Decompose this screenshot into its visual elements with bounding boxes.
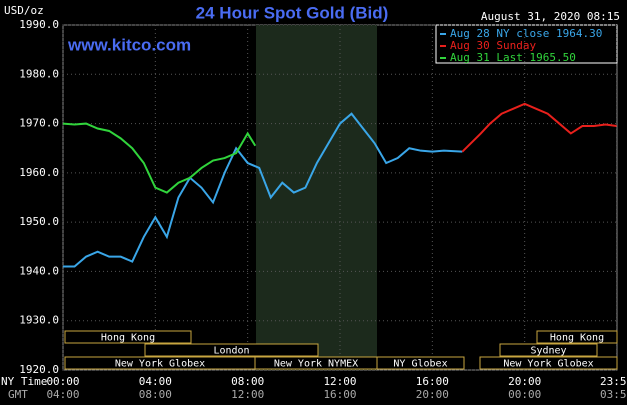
price-line	[63, 112, 463, 268]
session-label: Hong Kong	[550, 333, 604, 344]
gmt-tick-label: 04:00	[46, 388, 79, 401]
legend-label: Aug 28 NY close 1964.30	[450, 27, 602, 40]
session-box	[536, 330, 618, 344]
y-tick-label: 1950.0	[19, 215, 59, 228]
y-tick-label: 1940.0	[19, 264, 59, 277]
x-tick-label: 23:59	[600, 375, 627, 388]
gmt-tick-label: 03:59	[600, 388, 627, 401]
y-tick-label: 1980.0	[19, 67, 59, 80]
y-tick-label: 1930.0	[19, 314, 59, 327]
y-tick-label: 1990.0	[19, 18, 59, 31]
date: August 31, 2020 08:15	[481, 10, 620, 23]
x-tick-label: 20:00	[508, 375, 541, 388]
session-box	[479, 356, 618, 370]
price-line	[62, 122, 257, 194]
session-box	[64, 330, 192, 344]
x-label-gmt: GMT	[8, 388, 28, 401]
y-tick-label: 1920.0	[19, 363, 59, 376]
y-tick-label: 1960.0	[19, 166, 59, 179]
chart-title: 24 Hour Spot Gold (Bid)	[196, 3, 389, 22]
y-tick-label: 1970.0	[19, 117, 59, 130]
gmt-tick-label: 16:00	[323, 388, 356, 401]
x-tick-label: 04:00	[139, 375, 172, 388]
session-label: Sydney	[530, 346, 566, 357]
session-box	[376, 356, 465, 370]
x-tick-label: 12:00	[323, 375, 356, 388]
legend-label: Aug 30 Sunday	[450, 39, 536, 52]
website: www.kitco.com	[67, 35, 191, 54]
gmt-tick-label: 12:00	[231, 388, 264, 401]
session-label: Hong Kong	[101, 333, 155, 344]
x-tick-label: 00:00	[46, 375, 79, 388]
session-box	[499, 343, 598, 357]
x-label-ny: NY Time	[1, 375, 47, 388]
legend-label: Aug 31 Last 1965.50	[450, 51, 576, 64]
session-shade	[256, 25, 377, 370]
price-line	[461, 102, 617, 153]
x-tick-label: 16:00	[416, 375, 449, 388]
session-label: London	[213, 346, 249, 357]
session-label: NY Globex	[393, 359, 447, 370]
session-label: New York NYMEX	[274, 359, 358, 370]
session-label: New York Globex	[115, 359, 205, 370]
legend-box	[435, 24, 618, 64]
session-box	[144, 343, 319, 357]
session-label: New York Globex	[503, 359, 593, 370]
gmt-tick-label: 08:00	[139, 388, 172, 401]
x-tick-label: 08:00	[231, 375, 264, 388]
y-unit: USD/oz	[4, 4, 44, 17]
gmt-tick-label: 00:00	[508, 388, 541, 401]
gmt-tick-label: 20:00	[416, 388, 449, 401]
